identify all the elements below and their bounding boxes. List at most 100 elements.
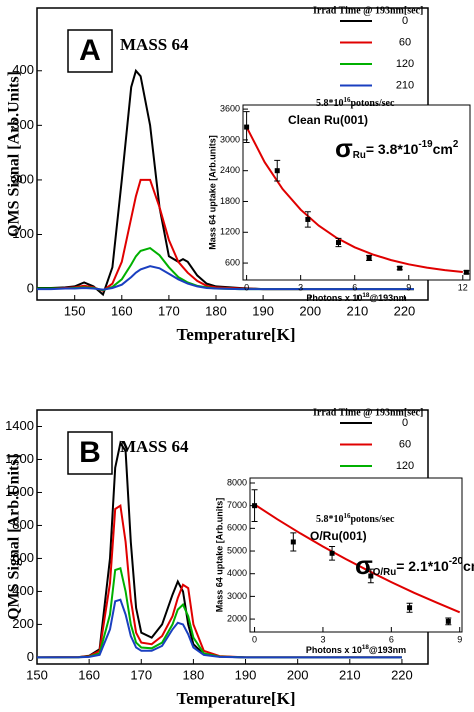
x-axis-label: Temperature[K] — [177, 689, 296, 708]
y-axis-label: Mass 64 uptake [Arb.units] — [214, 498, 224, 613]
cross-section-part: 2 — [453, 139, 459, 150]
cross-section-part: σ — [355, 550, 373, 580]
panel-label: B — [79, 436, 101, 469]
y-tick-label: 1000 — [5, 484, 34, 499]
y-tick-label: 800 — [12, 517, 34, 532]
x-tick-label: 170 — [158, 303, 180, 318]
series-line — [36, 567, 402, 659]
sample-label: O/Ru(001) — [310, 529, 367, 543]
x-tick-label: 220 — [391, 667, 413, 682]
cross-section-part: Ru — [353, 150, 366, 161]
legend-label: 60 — [399, 36, 411, 48]
x-tick-label: 180 — [183, 667, 205, 682]
fit-line — [245, 126, 463, 273]
rate-note-part: potons/sec — [351, 514, 395, 525]
data-point — [329, 550, 335, 556]
y-tick-label: 4000 — [227, 568, 247, 578]
rate-note-part: potons/sec — [351, 98, 395, 109]
y-tick-label: 3000 — [220, 134, 240, 144]
panel-label: A — [79, 34, 101, 67]
y-tick-label: 5000 — [227, 545, 247, 555]
x-axis-label-part: Photons x 10 — [306, 645, 362, 655]
x-tick-label: 190 — [235, 667, 257, 682]
x-axis-label-part: @193nm — [369, 645, 406, 655]
y-tick-label: 1200 — [220, 227, 240, 237]
x-tick-label: 220 — [394, 303, 416, 318]
y-tick-label: 600 — [225, 257, 240, 267]
panel-label-box — [67, 431, 113, 475]
rate-note-part: 16 — [344, 512, 352, 520]
x-axis-label: Temperature[K] — [177, 325, 296, 344]
legend-label: 120 — [396, 58, 414, 70]
legend-title: Irrad Time @ 193nm[sec] — [313, 407, 423, 418]
x-tick-label: 150 — [26, 667, 48, 682]
x-tick-label: 160 — [78, 667, 100, 682]
cross-section-part: = 2.1*10 — [396, 558, 449, 574]
x-axis-label: Photons x 1018@193nm — [306, 292, 406, 303]
y-tick-label: 600 — [12, 550, 34, 565]
x-tick-label: 6 — [352, 282, 357, 292]
data-point — [290, 539, 296, 545]
y-tick-label: 400 — [12, 62, 34, 77]
x-tick-label: 150 — [64, 303, 86, 318]
x-axis-label-part: Photons x 10 — [306, 293, 362, 303]
y-tick-label: 7000 — [227, 500, 247, 510]
x-tick-label: 190 — [252, 303, 274, 318]
data-point — [335, 240, 341, 246]
series-line — [36, 504, 402, 659]
cross-section-part: = 3.8*10 — [366, 141, 419, 157]
y-tick-label: 1800 — [220, 196, 240, 206]
y-tick-label: 1400 — [5, 418, 34, 433]
series-line — [36, 440, 402, 659]
y-tick-label: 3600 — [220, 103, 240, 113]
rate-note-part: 5.8*10 — [316, 98, 344, 109]
plot-frame — [249, 477, 463, 633]
rate-note: 5.8*1016potons/sec — [316, 512, 395, 526]
cross-section: σRu= 3.8*10-19cm2 — [335, 133, 459, 163]
y-tick-label: 3000 — [227, 591, 247, 601]
y-tick-label: 200 — [12, 616, 34, 631]
legend-label: 0 — [402, 417, 408, 429]
x-tick-label: 210 — [346, 303, 368, 318]
plot-frame — [242, 104, 471, 281]
y-tick-label: 1200 — [5, 451, 34, 466]
data-point — [463, 269, 469, 275]
y-tick-label: 100 — [12, 226, 34, 241]
x-tick-label: 210 — [339, 667, 361, 682]
y-tick-label: 2400 — [220, 165, 240, 175]
legend-label: 0 — [402, 15, 408, 27]
x-axis-label-part: 18 — [362, 292, 370, 299]
cross-section-part: -20 — [449, 556, 464, 567]
x-tick-label: 200 — [287, 667, 309, 682]
data-point — [397, 265, 403, 271]
cross-section-part: -19 — [418, 139, 433, 150]
fit-line — [254, 503, 461, 614]
y-tick-label: 0 — [27, 281, 34, 296]
y-tick-label: 0 — [27, 649, 34, 664]
x-tick-label: 12 — [458, 282, 468, 292]
y-tick-label: 6000 — [227, 523, 247, 533]
cross-section-part: cm — [433, 141, 453, 157]
x-axis-label-part: @193nm — [369, 293, 406, 303]
y-axis-label: Mass 64 uptake [Arb.units] — [207, 135, 217, 250]
data-point — [368, 573, 374, 579]
x-tick-label: 9 — [406, 282, 411, 292]
x-axis-label: Photons x 1018@193nm — [306, 644, 406, 655]
x-tick-label: 3 — [320, 634, 325, 644]
x-tick-label: 0 — [252, 634, 257, 644]
x-tick-label: 0 — [244, 282, 249, 292]
x-tick-label: 9 — [457, 634, 462, 644]
series-line — [37, 265, 414, 291]
legend-title: Irrad Time @ 193nm[sec] — [313, 5, 423, 16]
y-tick-label: 8000 — [227, 477, 247, 487]
x-tick-label: 6 — [389, 634, 394, 644]
cross-section-part: σ — [335, 133, 353, 163]
y-axis-label: QMS Signal [Arb.Units] — [6, 454, 23, 620]
rate-note-part: 16 — [344, 96, 352, 104]
x-tick-label: 200 — [299, 303, 321, 318]
data-point — [445, 618, 451, 624]
y-tick-label: 400 — [12, 583, 34, 598]
panel-title: MASS 64 — [120, 437, 189, 456]
series-line — [36, 598, 402, 659]
